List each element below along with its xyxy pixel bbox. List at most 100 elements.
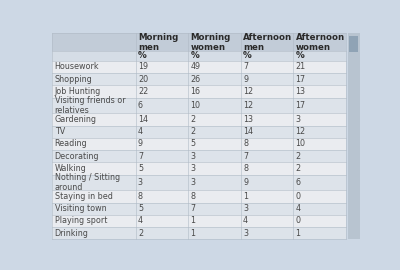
Bar xyxy=(294,61,346,73)
Bar xyxy=(136,33,188,51)
Bar xyxy=(188,202,241,215)
Bar xyxy=(241,113,294,126)
Bar xyxy=(241,174,294,190)
Text: 8: 8 xyxy=(190,192,196,201)
Bar xyxy=(294,190,346,202)
Text: 4: 4 xyxy=(296,204,301,213)
Text: 3: 3 xyxy=(190,152,196,161)
Text: 10: 10 xyxy=(296,140,306,148)
Bar xyxy=(136,85,188,97)
Text: 5: 5 xyxy=(138,204,143,213)
Text: Drinking: Drinking xyxy=(55,229,88,238)
Text: 26: 26 xyxy=(190,75,201,84)
Bar xyxy=(294,97,346,113)
Bar xyxy=(241,138,294,150)
Text: Morning
men: Morning men xyxy=(138,33,178,52)
Text: 2: 2 xyxy=(190,115,196,124)
Text: 17: 17 xyxy=(296,101,306,110)
Bar xyxy=(52,73,136,85)
Text: 7: 7 xyxy=(243,152,248,161)
Text: 12: 12 xyxy=(243,87,253,96)
Text: Walking: Walking xyxy=(55,164,86,173)
Bar xyxy=(188,215,241,227)
Bar xyxy=(188,113,241,126)
Text: Staying in bed: Staying in bed xyxy=(55,192,112,201)
Bar xyxy=(136,138,188,150)
Bar xyxy=(348,33,360,239)
Text: 3: 3 xyxy=(190,164,196,173)
Bar xyxy=(188,97,241,113)
Text: 16: 16 xyxy=(190,87,200,96)
Text: %: % xyxy=(190,52,199,60)
Text: Afternoon
women: Afternoon women xyxy=(296,33,345,52)
Bar xyxy=(188,73,241,85)
Bar xyxy=(136,162,188,174)
Text: 22: 22 xyxy=(138,87,148,96)
Bar xyxy=(241,126,294,138)
Bar xyxy=(241,33,294,51)
Text: %: % xyxy=(138,52,147,60)
Bar xyxy=(241,202,294,215)
Text: 3: 3 xyxy=(138,178,143,187)
Bar xyxy=(188,85,241,97)
Bar xyxy=(294,33,346,51)
Text: 10: 10 xyxy=(190,101,200,110)
Text: Gardening: Gardening xyxy=(55,115,97,124)
Bar xyxy=(241,190,294,202)
Bar xyxy=(294,215,346,227)
Bar xyxy=(241,162,294,174)
Text: 2: 2 xyxy=(138,229,143,238)
Text: Morning
women: Morning women xyxy=(190,33,231,52)
Bar xyxy=(294,51,346,61)
Bar xyxy=(136,51,188,61)
Text: 7: 7 xyxy=(190,204,196,213)
Text: Reading: Reading xyxy=(55,140,87,148)
Text: 13: 13 xyxy=(243,115,253,124)
Bar xyxy=(349,36,358,52)
Bar xyxy=(294,174,346,190)
Bar xyxy=(294,227,346,239)
Text: Nothing / Sitting
around: Nothing / Sitting around xyxy=(55,173,120,192)
Bar xyxy=(294,138,346,150)
Bar xyxy=(136,174,188,190)
Text: Decorating: Decorating xyxy=(55,152,99,161)
Text: 20: 20 xyxy=(138,75,148,84)
Text: 13: 13 xyxy=(296,87,306,96)
Bar xyxy=(136,126,188,138)
Text: 6: 6 xyxy=(138,101,143,110)
Text: 4: 4 xyxy=(243,217,248,225)
Bar xyxy=(188,150,241,162)
Text: 7: 7 xyxy=(243,62,248,72)
Bar xyxy=(52,215,136,227)
Bar xyxy=(52,174,136,190)
Bar xyxy=(52,227,136,239)
Text: 14: 14 xyxy=(138,115,148,124)
Bar xyxy=(136,190,188,202)
Text: 3: 3 xyxy=(243,229,248,238)
Bar xyxy=(188,61,241,73)
Text: 1: 1 xyxy=(190,229,196,238)
Bar xyxy=(52,97,136,113)
Bar xyxy=(136,202,188,215)
Bar xyxy=(52,138,136,150)
Text: 19: 19 xyxy=(138,62,148,72)
Text: 49: 49 xyxy=(190,62,201,72)
Text: 8: 8 xyxy=(243,164,248,173)
Text: 0: 0 xyxy=(296,192,301,201)
Text: 9: 9 xyxy=(138,140,143,148)
Text: %: % xyxy=(296,52,304,60)
Bar xyxy=(241,73,294,85)
Bar xyxy=(136,97,188,113)
Text: Shopping: Shopping xyxy=(55,75,92,84)
Bar xyxy=(241,61,294,73)
Bar xyxy=(188,33,241,51)
Text: 12: 12 xyxy=(243,101,253,110)
Bar xyxy=(52,162,136,174)
Bar xyxy=(136,150,188,162)
Text: %: % xyxy=(243,52,252,60)
Bar xyxy=(52,113,136,126)
Text: 5: 5 xyxy=(190,140,196,148)
Text: 6: 6 xyxy=(296,178,301,187)
Bar xyxy=(52,85,136,97)
Bar xyxy=(241,51,294,61)
